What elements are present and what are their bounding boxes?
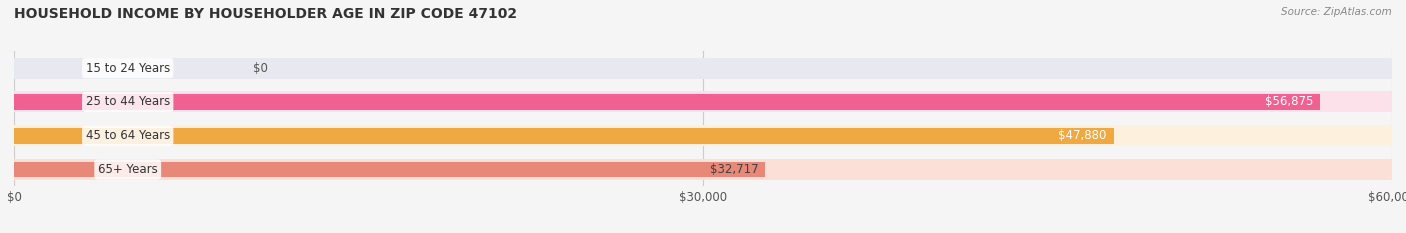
Text: 45 to 64 Years: 45 to 64 Years: [86, 129, 170, 142]
Text: 25 to 44 Years: 25 to 44 Years: [86, 96, 170, 108]
Bar: [14, 92, 1392, 112]
Text: $32,717: $32,717: [710, 163, 758, 176]
Bar: [14, 162, 765, 177]
Bar: [14, 128, 1114, 144]
Text: 15 to 24 Years: 15 to 24 Years: [86, 62, 170, 75]
Text: $56,875: $56,875: [1265, 96, 1313, 108]
Bar: [14, 58, 1392, 79]
Text: $47,880: $47,880: [1059, 129, 1107, 142]
Bar: [14, 94, 1320, 110]
Text: HOUSEHOLD INCOME BY HOUSEHOLDER AGE IN ZIP CODE 47102: HOUSEHOLD INCOME BY HOUSEHOLDER AGE IN Z…: [14, 7, 517, 21]
Text: 65+ Years: 65+ Years: [98, 163, 157, 176]
Bar: [14, 159, 1392, 180]
Text: $0: $0: [253, 62, 267, 75]
Text: Source: ZipAtlas.com: Source: ZipAtlas.com: [1281, 7, 1392, 17]
Bar: [14, 125, 1392, 146]
